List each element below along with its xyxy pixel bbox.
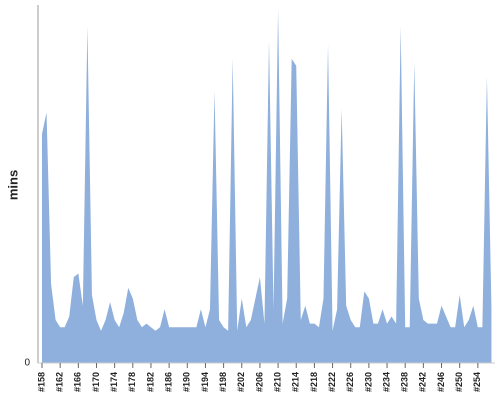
x-tick-label: #182 xyxy=(145,372,155,392)
x-tick-label: #178 xyxy=(127,372,137,392)
x-tick-label: #238 xyxy=(400,372,410,392)
x-tick-label: #246 xyxy=(436,372,446,392)
x-tick-label: #158 xyxy=(36,372,46,392)
x-tick-label: #230 xyxy=(363,372,373,392)
x-tick-label: #218 xyxy=(309,372,319,392)
x-tick-label: #250 xyxy=(454,372,464,392)
x-tick-label: #254 xyxy=(472,372,482,392)
x-tick-label: #202 xyxy=(236,372,246,392)
x-tick-label: #206 xyxy=(254,372,264,392)
y-axis-label: mins xyxy=(5,170,20,200)
area xyxy=(42,8,492,364)
x-tick-label: #234 xyxy=(381,372,391,392)
x-tick-label: #166 xyxy=(73,372,83,392)
x-tick-label: #210 xyxy=(272,372,282,392)
x-tick-label: #186 xyxy=(163,372,173,392)
x-tick-label: #190 xyxy=(182,372,192,392)
x-tick-label: #214 xyxy=(291,372,301,392)
x-tick-label: #174 xyxy=(109,372,119,392)
x-tick-label: #170 xyxy=(91,372,101,392)
y-tick-label: 0 xyxy=(24,358,30,369)
x-tick-label: #198 xyxy=(218,372,228,392)
x-tick-label: #222 xyxy=(327,372,337,392)
x-tick-label: #242 xyxy=(418,372,428,392)
x-tick-label: #226 xyxy=(345,372,355,392)
x-tick-label: #162 xyxy=(55,372,65,392)
x-tick-label: #194 xyxy=(200,372,210,392)
